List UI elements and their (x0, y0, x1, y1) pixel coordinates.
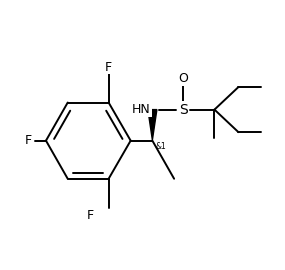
Text: HN: HN (132, 103, 151, 116)
Text: O: O (178, 72, 188, 85)
Text: F: F (25, 134, 32, 147)
Text: &1: &1 (156, 142, 166, 151)
Text: F: F (105, 61, 112, 74)
Polygon shape (148, 110, 157, 140)
Text: S: S (179, 103, 188, 117)
Text: F: F (87, 209, 94, 222)
